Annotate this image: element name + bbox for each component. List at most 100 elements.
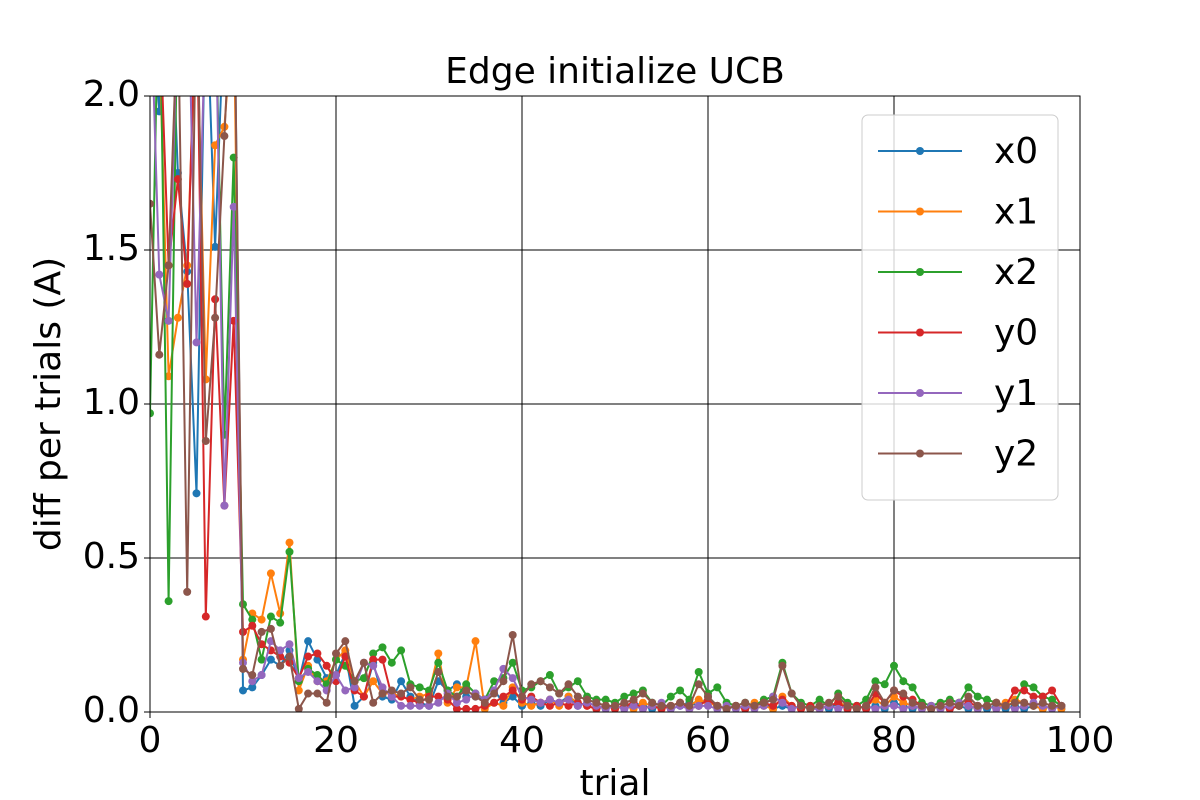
data-point	[973, 701, 982, 710]
data-point	[1038, 698, 1047, 707]
data-point	[815, 701, 824, 710]
data-point	[992, 704, 1001, 712]
data-point	[899, 689, 908, 698]
data-point	[536, 698, 545, 707]
data-point	[638, 698, 647, 707]
data-point	[313, 671, 322, 680]
data-point	[276, 618, 285, 627]
data-point	[694, 695, 703, 704]
data-point	[304, 689, 313, 698]
data-point	[266, 569, 275, 578]
data-point	[499, 692, 508, 701]
data-point	[890, 701, 898, 710]
data-point	[787, 689, 796, 698]
data-point	[378, 683, 387, 692]
data-point	[285, 640, 294, 649]
data-point	[471, 637, 480, 646]
x-tick-label: 40	[499, 720, 545, 761]
data-point	[294, 704, 303, 712]
data-point	[1010, 704, 1019, 712]
data-point	[490, 677, 499, 686]
data-point	[248, 683, 257, 692]
data-point	[545, 701, 554, 710]
data-point	[452, 683, 461, 692]
data-point	[573, 692, 582, 701]
data-point	[629, 689, 638, 698]
data-point	[452, 692, 461, 701]
data-point	[666, 692, 675, 701]
data-point	[192, 489, 201, 498]
data-point	[555, 698, 564, 707]
data-point	[369, 655, 378, 664]
data-point	[434, 658, 443, 667]
data-point	[852, 704, 861, 712]
data-point	[397, 677, 406, 686]
data-point	[871, 704, 880, 712]
data-point	[1029, 683, 1038, 692]
data-point	[676, 698, 685, 707]
data-point	[527, 695, 536, 704]
data-point	[239, 686, 247, 695]
data-point	[1001, 701, 1010, 710]
data-point	[397, 646, 406, 655]
data-point	[164, 316, 173, 325]
data-point	[266, 612, 275, 621]
data-point	[434, 667, 443, 676]
data-point	[155, 270, 164, 279]
data-point	[750, 701, 759, 710]
legend-marker	[916, 147, 924, 155]
data-point	[564, 701, 573, 710]
data-point	[155, 350, 164, 359]
data-point	[592, 698, 601, 707]
data-point	[983, 695, 991, 704]
data-point	[564, 680, 573, 689]
data-point	[620, 704, 629, 712]
data-point	[462, 680, 471, 689]
data-point	[155, 30, 163, 38]
legend-marker	[916, 268, 924, 276]
data-point	[983, 701, 991, 710]
data-point	[359, 674, 368, 683]
data-point	[322, 698, 331, 707]
data-point	[880, 680, 889, 689]
data-point	[443, 692, 452, 701]
data-point	[359, 658, 368, 667]
data-point	[397, 701, 406, 710]
data-point	[193, 0, 201, 8]
data-point	[434, 698, 443, 707]
data-point	[276, 646, 285, 655]
data-point	[834, 698, 843, 707]
y-axis-label: diff per trials (A)	[28, 257, 69, 551]
data-point	[769, 701, 778, 710]
legend-label: y1	[994, 373, 1038, 414]
data-point	[973, 692, 982, 701]
data-point	[573, 677, 582, 686]
series	[150, 96, 1066, 712]
data-point	[304, 637, 313, 646]
data-point	[257, 655, 266, 664]
data-point	[257, 627, 266, 636]
data-point	[843, 701, 852, 710]
data-point	[1048, 686, 1057, 695]
data-point	[601, 701, 610, 710]
data-point	[155, 0, 163, 8]
data-point	[211, 242, 220, 251]
data-point	[350, 683, 359, 692]
data-point	[341, 686, 350, 695]
data-point	[890, 661, 898, 670]
data-point	[425, 695, 433, 704]
data-point	[899, 704, 908, 712]
data-point	[518, 692, 526, 701]
data-point	[741, 698, 750, 707]
data-point	[202, 0, 210, 8]
data-point	[834, 692, 843, 701]
data-point	[1029, 692, 1038, 701]
data-point	[480, 698, 489, 707]
data-point	[964, 683, 973, 692]
data-point	[304, 667, 313, 676]
data-point	[248, 677, 257, 686]
data-point	[824, 698, 833, 707]
data-point	[1048, 701, 1057, 710]
data-point	[201, 612, 210, 621]
data-point	[787, 704, 796, 712]
